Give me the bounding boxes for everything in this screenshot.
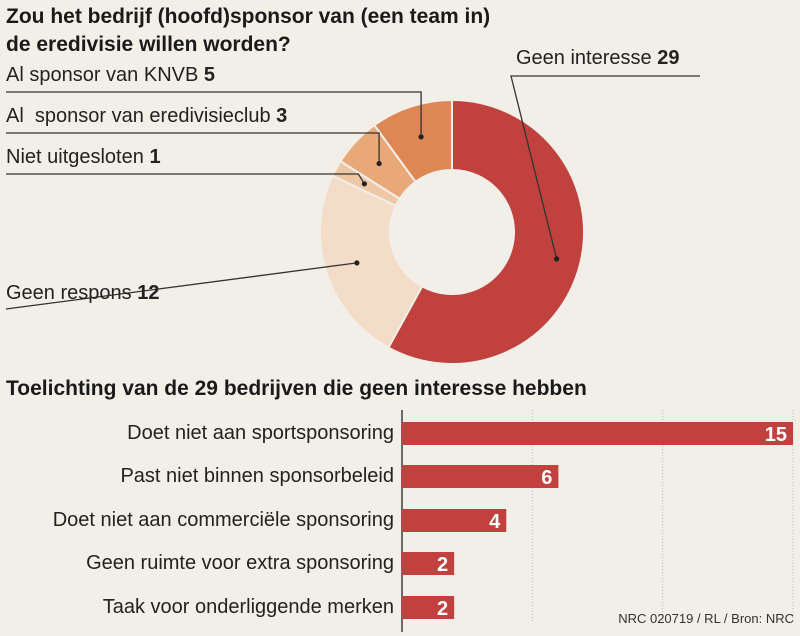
leader-line xyxy=(6,91,422,137)
pie-label-value: 1 xyxy=(149,146,161,168)
pie-label-eredivisieclub: Al sponsor van eredivisieclub 3 xyxy=(6,105,287,128)
bar xyxy=(402,422,793,445)
donut-slice xyxy=(387,98,586,365)
leader-line xyxy=(5,262,357,310)
pie-chart-title-line1: Zou het bedrijf (hoofd)sponsor van (een … xyxy=(6,5,491,28)
pie-label-value: 29 xyxy=(657,47,680,69)
donut-slice xyxy=(373,98,453,184)
bar-label: Doet niet aan commerciële sponsoring xyxy=(52,509,394,531)
pie-label-niet-uitgesloten: Niet uitgesloten 1 xyxy=(6,146,161,169)
leader-dot xyxy=(418,134,424,140)
donut-slice xyxy=(319,174,424,350)
pie-label-knvb: Al sponsor van KNVB 5 xyxy=(6,64,215,87)
bar xyxy=(402,465,559,488)
pie-label-text: Niet uitgesloten xyxy=(6,146,144,168)
bar xyxy=(402,509,507,532)
leader-line xyxy=(6,173,365,185)
pie-label-text: Al sponsor van eredivisieclub xyxy=(6,105,271,127)
bar-label: Past niet binnen sponsorbeleid xyxy=(120,465,394,487)
bar-value-label: 15 xyxy=(765,424,787,446)
bar xyxy=(402,596,455,619)
leader-dot xyxy=(354,260,360,266)
bar-value-label: 6 xyxy=(541,467,552,489)
pie-label-geen-interesse: Geen interesse 29 xyxy=(516,47,679,70)
bar xyxy=(402,552,455,575)
bar-label: Taak voor onderliggende merken xyxy=(102,596,394,618)
bar-label: Geen ruimte voor extra sponsoring xyxy=(86,552,394,574)
leader-line xyxy=(6,132,380,164)
pie-label-value: 5 xyxy=(203,64,216,86)
leader-dot xyxy=(361,181,367,187)
pie-label-text: Geen respons xyxy=(6,282,132,304)
leader-dot xyxy=(376,160,382,167)
bar-value-label: 2 xyxy=(437,598,448,620)
pie-label-value: 12 xyxy=(137,282,160,304)
bar-value-label: 4 xyxy=(489,511,501,533)
bar-value-label: 2 xyxy=(437,554,448,576)
leader-dot xyxy=(554,256,560,262)
leader-line xyxy=(510,75,700,260)
source-note: NRC 020719 / RL / Bron: NRC xyxy=(618,611,794,626)
bar-chart-title: Toelichting van de 29 bedrijven die geen… xyxy=(6,377,587,400)
pie-label-text: Al sponsor van KNVB xyxy=(6,64,199,86)
pie-chart-title-line2: de eredivisie willen worden? xyxy=(6,33,291,56)
pie-label-value: 3 xyxy=(276,105,288,127)
bar-label: Doet niet aan sportsponsoring xyxy=(127,422,394,444)
pie-label-geen-respons: Geen respons 12 xyxy=(6,282,159,305)
pie-label-text: Geen interesse xyxy=(516,47,652,69)
